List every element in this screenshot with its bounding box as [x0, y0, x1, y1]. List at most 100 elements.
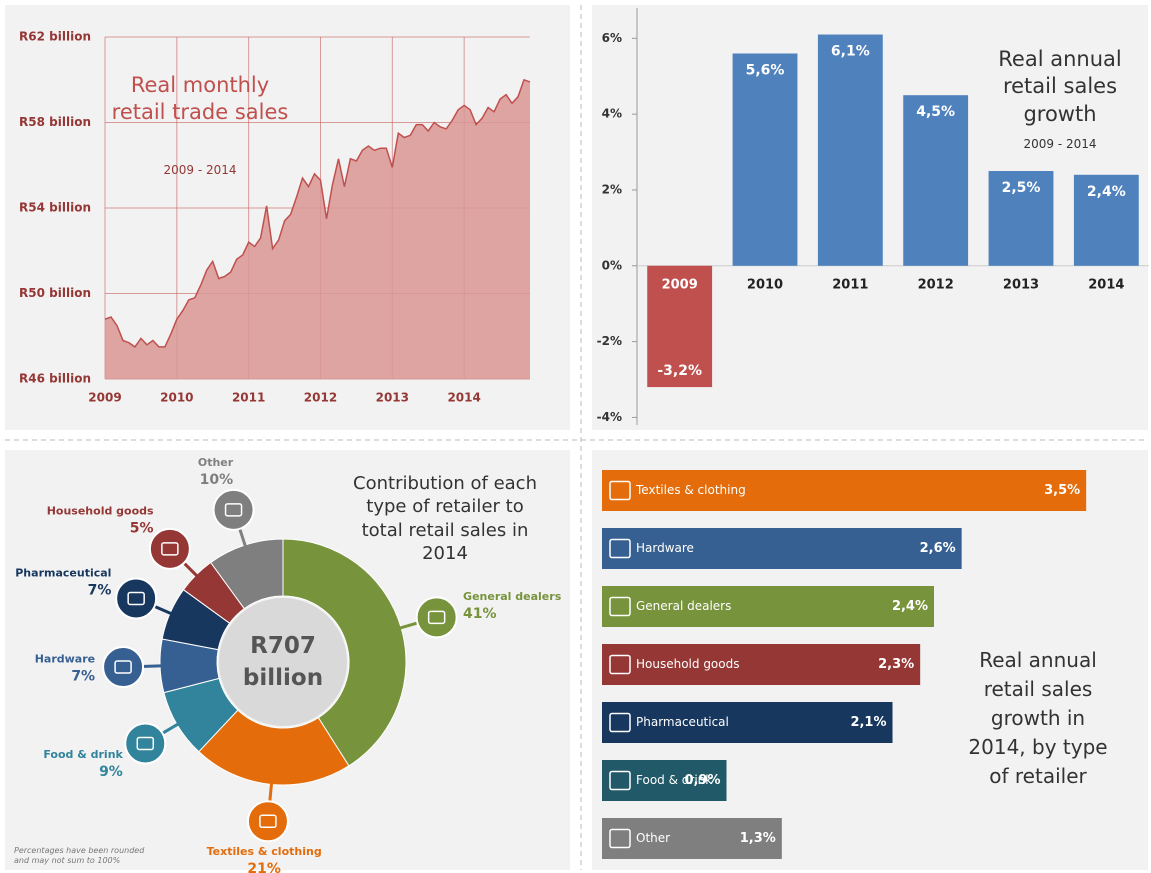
- category-label: Household goods: [636, 657, 740, 671]
- data-label: 21%: [247, 861, 281, 873]
- x-tick-label: 2012: [304, 391, 337, 405]
- category-label: Food & drink: [43, 748, 123, 761]
- category-label: General dealers: [463, 590, 562, 603]
- data-label: -3,2%: [657, 363, 702, 379]
- chart-title: Real annual retail sales growth: [998, 47, 1122, 126]
- bar: [602, 644, 921, 685]
- data-label: 2,1%: [850, 715, 886, 730]
- data-label: 10%: [200, 472, 234, 488]
- y-tick-label: 4%: [602, 107, 622, 121]
- data-label: 4,5%: [916, 104, 955, 120]
- chart-subtitle: 2009 - 2014: [163, 163, 237, 177]
- x-tick-label: 2013: [1003, 277, 1039, 292]
- data-label: 5,6%: [746, 62, 785, 78]
- category-label: Textiles & clothing: [635, 483, 746, 497]
- category-label: Hardware: [636, 541, 694, 555]
- icon-badge: [212, 488, 255, 531]
- y-tick-label: R58 billion: [19, 115, 91, 129]
- icon: [609, 538, 631, 559]
- line: [104, 78, 531, 348]
- slice: [198, 709, 350, 786]
- y-tick-label: R50 billion: [19, 286, 91, 300]
- icon: [136, 736, 155, 751]
- category-label: Other: [636, 831, 670, 845]
- footnote: Percentages have been rounded and may no…: [14, 846, 145, 865]
- chart-subtitle: 2009 - 2014: [1023, 137, 1097, 151]
- bar: [903, 95, 969, 266]
- data-label: 2,4%: [892, 599, 928, 614]
- y-tick-label: 6%: [602, 31, 622, 45]
- icon: [427, 610, 446, 625]
- data-label: 2,6%: [920, 541, 956, 556]
- y-tick-label: 2%: [602, 182, 622, 196]
- data-label: 6,1%: [831, 44, 870, 60]
- bar: [602, 528, 962, 569]
- bar: [602, 470, 1087, 511]
- category-label: General dealers: [636, 599, 731, 613]
- icon: [609, 480, 631, 501]
- bar: [1073, 174, 1139, 266]
- data-label: 2,3%: [878, 657, 914, 672]
- data-label: 0,9%: [684, 773, 720, 788]
- category-label: Food & drink: [636, 773, 712, 787]
- x-tick-label: 2011: [232, 391, 265, 405]
- category-label: Other: [198, 456, 234, 469]
- x-tick-label: 2012: [918, 277, 954, 292]
- chart-title: Real annual retail sales growth in 2014,…: [968, 648, 1108, 788]
- x-tick-label: 2013: [376, 391, 409, 405]
- x-tick-label: 2010: [747, 277, 783, 292]
- data-label: 3,5%: [1044, 483, 1080, 498]
- x-tick-label: 2014: [1088, 277, 1124, 292]
- data-label: 1,3%: [740, 831, 776, 846]
- icon-badge: [415, 596, 458, 639]
- bar: [602, 818, 782, 859]
- icon: [609, 654, 631, 675]
- slice: [282, 538, 407, 767]
- y-tick-label: R46 billion: [19, 372, 91, 386]
- bar: [602, 586, 934, 627]
- data-label: 2,4%: [1087, 184, 1126, 200]
- data-label: 41%: [463, 606, 497, 622]
- icon: [609, 596, 631, 617]
- bar: [602, 760, 727, 801]
- area: [105, 79, 530, 380]
- bar: [602, 702, 893, 743]
- icon: [224, 503, 243, 517]
- icon: [609, 828, 631, 849]
- category-label: Household goods: [47, 505, 154, 518]
- y-tick-label: -2%: [597, 334, 622, 348]
- bar: [647, 265, 713, 388]
- y-tick-label: R62 billion: [19, 30, 91, 44]
- icon: [114, 660, 132, 674]
- category-label: Pharmaceutical: [636, 715, 729, 729]
- center-disc: [219, 598, 347, 726]
- bar: [988, 171, 1054, 266]
- data-label: 5%: [130, 521, 154, 537]
- chart-title: Real monthly retail trade sales: [111, 73, 289, 125]
- y-tick-label: R54 billion: [19, 201, 91, 215]
- icon: [609, 712, 631, 733]
- category-label: Hardware: [35, 652, 95, 665]
- x-tick-label: 2009: [662, 277, 698, 292]
- icon-badge: [115, 577, 158, 620]
- data-label: 7%: [88, 583, 112, 599]
- bar: [732, 53, 798, 266]
- category-label: Pharmaceutical: [15, 567, 111, 580]
- icon: [127, 591, 145, 606]
- icon: [161, 542, 179, 556]
- x-tick-label: 2009: [88, 391, 121, 405]
- icon-badge: [246, 800, 289, 843]
- slice: [210, 538, 284, 610]
- category-label: Textiles & clothing: [207, 845, 322, 858]
- center-box: R707 billion: [242, 633, 324, 691]
- x-tick-label: 2010: [160, 391, 193, 405]
- data-label: 7%: [71, 668, 95, 684]
- bar: [817, 34, 883, 266]
- data-label: 9%: [99, 764, 123, 780]
- icon: [609, 770, 631, 791]
- center-label: R707 billion: [242, 633, 324, 691]
- y-tick-label: -4%: [597, 410, 622, 424]
- y-tick-label: 0%: [602, 258, 622, 272]
- data-label: 2,5%: [1002, 180, 1041, 196]
